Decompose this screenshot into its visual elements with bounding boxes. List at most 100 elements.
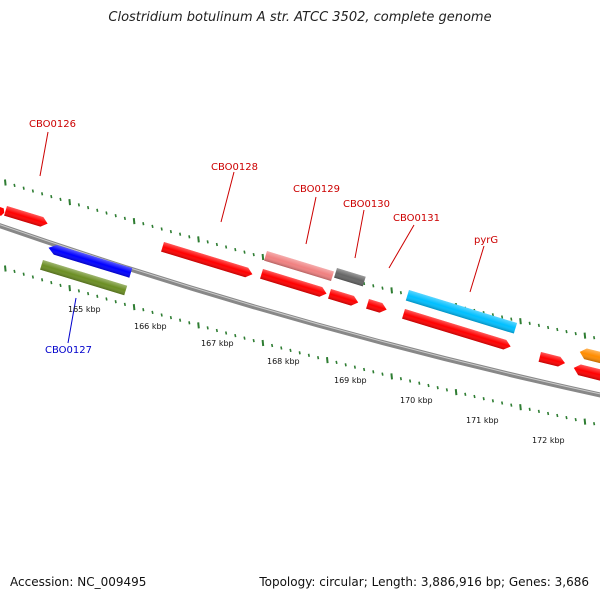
inner-tick — [399, 377, 402, 381]
outer-tick — [160, 227, 163, 231]
inner-tick — [151, 310, 154, 315]
leader-cbo0128 — [220, 171, 235, 223]
outer-tick — [151, 224, 154, 229]
inner-tick — [464, 392, 467, 396]
leader-pyrg — [469, 245, 485, 293]
length-value: 3,886,916 bp — [420, 575, 501, 589]
inner-tick — [169, 315, 172, 320]
footer-summary: Topology: circular; Length: 3,886,916 bp… — [259, 575, 589, 589]
outer-tick — [381, 286, 384, 290]
inner-tick — [519, 404, 522, 411]
inner-tick — [234, 333, 237, 338]
inner-tick — [197, 322, 200, 329]
inner-tick — [160, 313, 163, 317]
outer-tick — [31, 189, 34, 193]
outer-tick — [105, 211, 108, 215]
feature-pink-cbo0129 — [264, 250, 334, 282]
scale-label-170: 170 kbp — [400, 396, 433, 405]
inner-tick — [114, 300, 117, 304]
inner-tick — [445, 388, 448, 392]
gene-label-cbo0130: CBO0130 — [343, 199, 390, 210]
outer-tick — [13, 183, 16, 188]
inner-tick — [473, 394, 476, 399]
inner-tick — [547, 411, 550, 416]
outer-tick — [169, 229, 172, 234]
leader-cbo0127 — [67, 297, 77, 344]
gene-label-cbo0131: CBO0131 — [393, 213, 440, 224]
outer-tick — [510, 317, 513, 321]
scale-label-172: 172 kbp — [532, 436, 565, 445]
outer-tick — [96, 208, 99, 212]
outer-tick — [556, 327, 559, 332]
outer-tick — [197, 236, 200, 243]
outer-tick — [252, 252, 255, 257]
inner-tick — [87, 291, 90, 296]
outer-tick — [519, 318, 522, 325]
leader-cbo0126 — [39, 131, 49, 177]
inner-tick — [363, 367, 366, 372]
feature-red-cbo0126 — [4, 206, 48, 227]
feature-blue-cbo0127 — [48, 245, 133, 278]
feature-red-cbo0128 — [161, 242, 253, 278]
scale-label-169: 169 kbp — [334, 376, 367, 385]
inner-tick — [510, 403, 513, 407]
leader-cbo0129 — [305, 196, 317, 245]
inner-tick — [565, 415, 568, 420]
feature-red-cbo0130 — [328, 289, 359, 306]
inner-tick — [409, 379, 412, 383]
inner-tick — [491, 399, 494, 403]
gene-label-cbo0126: CBO0126 — [29, 119, 76, 130]
outer-tick — [123, 216, 126, 221]
outer-tick — [22, 186, 25, 190]
inner-tick — [344, 363, 347, 367]
outer-tick — [593, 336, 596, 340]
inner-tick — [77, 289, 80, 293]
outer-tick — [41, 192, 44, 196]
leader-cbo0130 — [354, 209, 365, 259]
feature-red-pyrg — [402, 309, 511, 350]
inner-tick — [188, 321, 191, 325]
inner-tick — [353, 365, 356, 369]
outer-tick — [87, 205, 90, 210]
inner-tick — [436, 386, 439, 390]
inner-tick — [4, 265, 7, 272]
inner-tick — [132, 304, 136, 311]
inner-tick — [427, 383, 430, 388]
outer-tick — [59, 197, 62, 202]
inner-tick — [105, 297, 108, 301]
topology-value: circular — [319, 575, 364, 589]
outer-tick — [132, 218, 136, 225]
outer-tick — [390, 287, 393, 294]
feature-gray-cbo0130 — [334, 268, 366, 287]
outer-tick — [4, 179, 7, 186]
outer-tick — [501, 315, 504, 319]
scale-label-165: 165 kbp — [68, 305, 101, 314]
inner-tick — [556, 413, 559, 418]
accession-label: Accession: — [10, 575, 74, 589]
inner-tick — [68, 285, 71, 292]
scale-label-171: 171 kbp — [466, 416, 499, 425]
inner-tick — [482, 397, 485, 401]
inner-tick — [501, 401, 504, 405]
length-label: Length: — [371, 575, 418, 589]
gene-label-cbo0128: CBO0128 — [211, 162, 258, 173]
inner-tick — [390, 373, 393, 380]
inner-tick — [583, 418, 587, 425]
inner-tick — [22, 272, 25, 276]
outer-tick — [68, 199, 71, 206]
outer-tick — [179, 232, 182, 236]
inner-tick — [41, 278, 44, 282]
inner-tick — [418, 381, 421, 385]
feature-red-cbo0131 — [366, 299, 387, 313]
outer-tick — [234, 247, 237, 252]
inner-tick — [574, 417, 577, 422]
feature-red-small-right — [538, 352, 566, 367]
inner-tick-track — [4, 265, 596, 426]
inner-tick — [123, 302, 126, 307]
inner-tick — [215, 328, 218, 333]
scale-label-167: 167 kbp — [201, 339, 234, 348]
inner-tick — [59, 283, 62, 288]
outer-tick — [77, 203, 80, 207]
inner-tick — [225, 331, 228, 335]
feature-cyan-pyrg — [405, 290, 518, 334]
